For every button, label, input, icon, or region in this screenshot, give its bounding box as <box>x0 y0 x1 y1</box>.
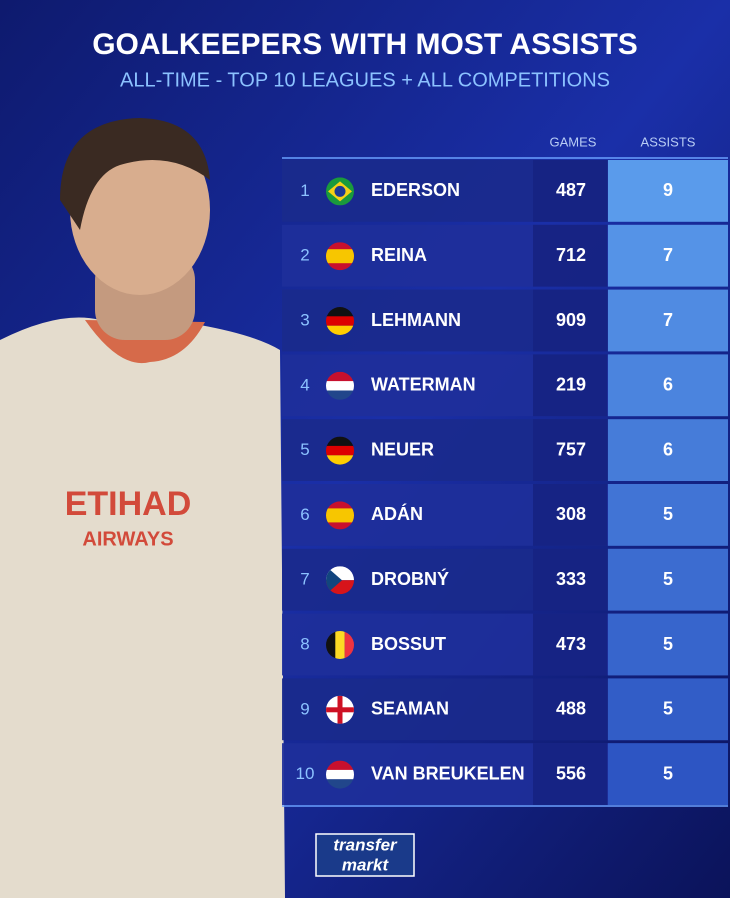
assists: 6 <box>663 439 673 459</box>
player-name: EDERSON <box>371 180 460 200</box>
player-name: SEAMAN <box>371 699 449 719</box>
assists-cell <box>608 160 728 222</box>
assists: 5 <box>663 763 673 783</box>
logo-text: markt <box>342 855 390 874</box>
games: 488 <box>556 699 586 719</box>
assists: 7 <box>663 310 673 330</box>
assists-cell <box>608 548 728 611</box>
player-name: BOSSUT <box>371 634 446 654</box>
player-name: DROBNÝ <box>371 568 449 589</box>
assists-cell <box>608 678 728 741</box>
flag <box>326 696 354 724</box>
assists-cell <box>608 224 728 287</box>
assists: 6 <box>663 375 673 395</box>
assists: 5 <box>663 504 673 524</box>
games: 712 <box>556 245 586 265</box>
rank: 3 <box>300 310 309 329</box>
rank: 5 <box>300 440 309 459</box>
games-cell <box>533 484 607 546</box>
games-cell <box>533 160 607 222</box>
games-cell <box>533 289 607 352</box>
player-name: VAN BREUKELEN <box>371 763 525 783</box>
rank: 10 <box>296 764 315 783</box>
assists-cell <box>608 743 728 805</box>
assists-cell <box>608 289 728 352</box>
rank: 9 <box>300 699 309 718</box>
player-name: NEUER <box>371 439 434 459</box>
svg-text:ETIHAD: ETIHAD <box>65 485 192 523</box>
games-cell <box>533 613 607 676</box>
rank: 8 <box>300 634 309 653</box>
svg-text:AIRWAYS: AIRWAYS <box>82 528 173 550</box>
games: 473 <box>556 634 586 654</box>
assists: 5 <box>663 699 673 719</box>
flag <box>326 177 354 205</box>
games: 909 <box>556 310 586 330</box>
assists: 7 <box>663 245 673 265</box>
games: 757 <box>556 439 586 459</box>
flag <box>326 242 354 270</box>
games-cell <box>533 548 607 611</box>
assists: 5 <box>663 634 673 654</box>
assists: 5 <box>663 569 673 589</box>
player-name: WATERMAN <box>371 375 476 395</box>
assists-cell <box>608 419 728 481</box>
rank: 4 <box>300 375 309 394</box>
assists-cell <box>608 354 728 417</box>
title: GOALKEEPERS WITH MOST ASSISTS <box>92 28 638 61</box>
games: 308 <box>556 504 586 524</box>
player-name: REINA <box>371 245 427 265</box>
subtitle: ALL-TIME - TOP 10 LEAGUES + ALL COMPETIT… <box>120 69 610 91</box>
games: 333 <box>556 569 586 589</box>
assists-cell <box>608 484 728 546</box>
games-cell <box>533 743 607 805</box>
rank: 1 <box>300 181 309 200</box>
column-header: GAMES <box>550 134 597 149</box>
assists-cell <box>608 613 728 676</box>
games-cell <box>533 419 607 481</box>
games-cell <box>533 224 607 287</box>
logo: transfer markt <box>315 833 415 877</box>
player-photo: ETIHAD AIRWAYS <box>0 118 285 898</box>
player-name: ADÁN <box>371 503 423 524</box>
games: 487 <box>556 180 586 200</box>
logo-text: transfer <box>333 835 398 854</box>
rank: 6 <box>300 505 309 524</box>
assists: 9 <box>663 180 673 200</box>
flag <box>326 566 354 594</box>
rank: 7 <box>300 570 309 589</box>
column-header: ASSISTS <box>641 134 696 149</box>
rank: 2 <box>300 246 309 265</box>
games: 219 <box>556 375 586 395</box>
player-name: LEHMANN <box>371 310 461 330</box>
games-cell <box>533 354 607 417</box>
games-cell <box>533 678 607 741</box>
games: 556 <box>556 763 586 783</box>
flag <box>326 501 354 529</box>
